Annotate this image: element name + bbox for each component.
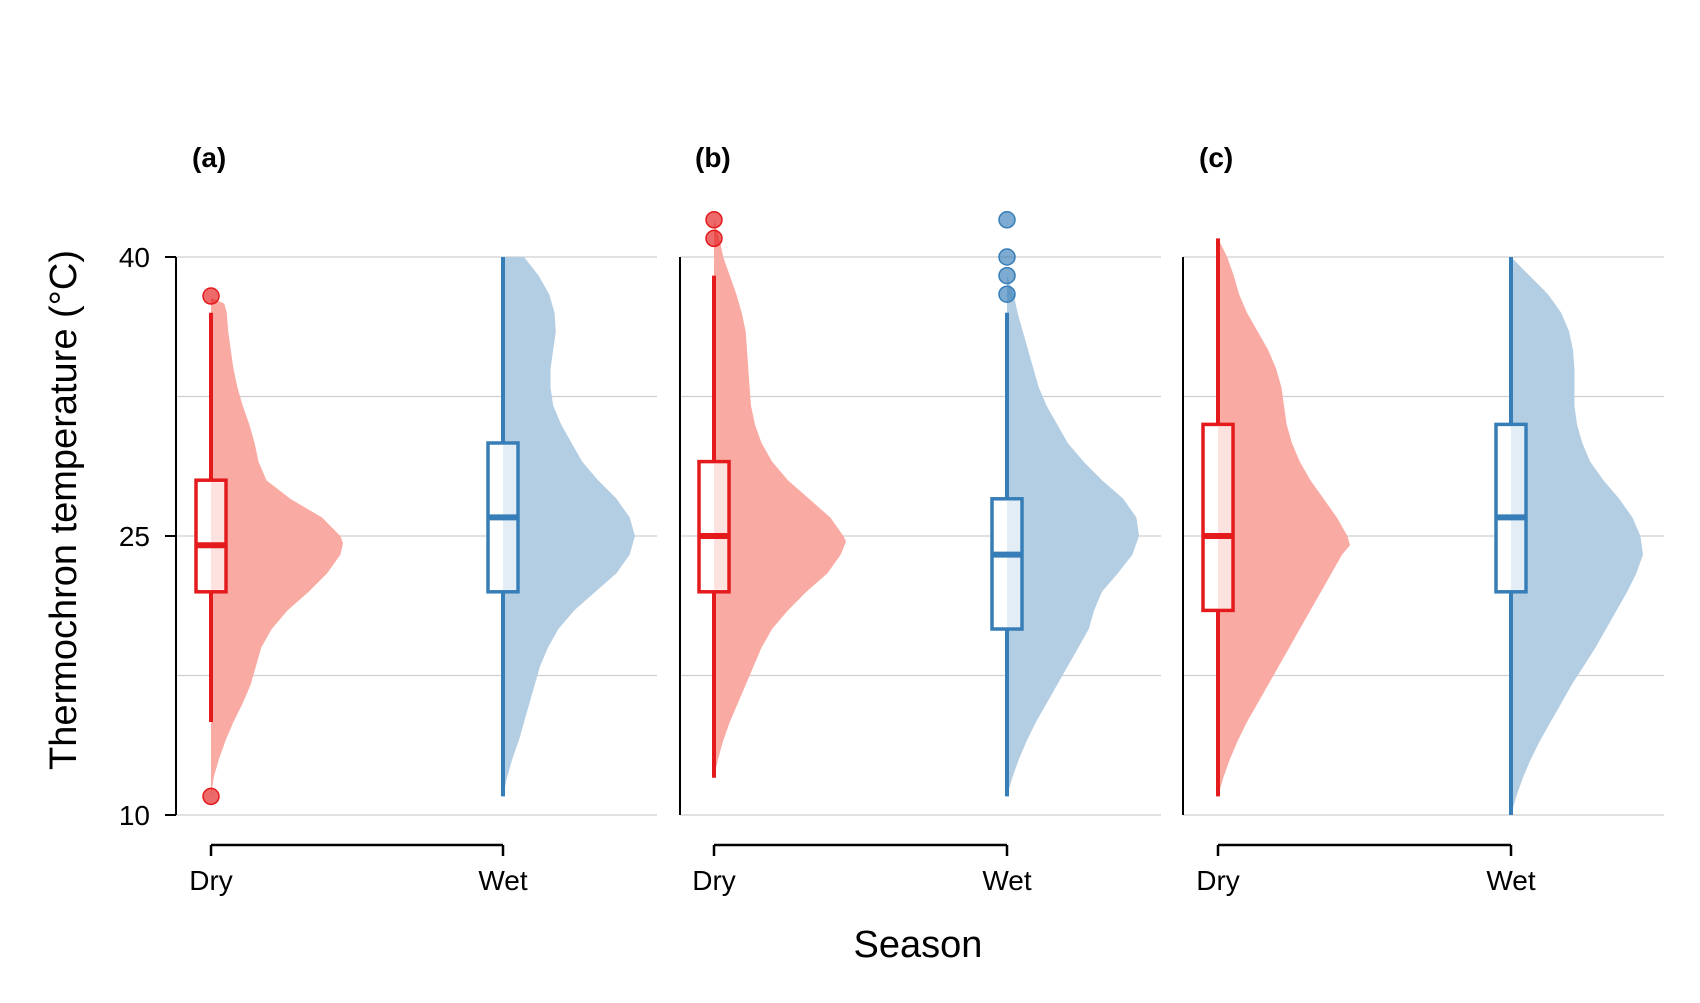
density-half-violin (503, 257, 635, 797)
outlier-point (998, 211, 1016, 229)
box-shade (714, 463, 727, 590)
x-axis-title: Season (854, 924, 983, 966)
x-tick-label: Dry (189, 865, 233, 896)
panels-layer: (a) Dry Wet (b) Dry Wet (c) Dry Wet (189, 142, 1643, 896)
x-tick-label: Wet (1486, 865, 1535, 896)
group-dry: Dry (692, 211, 846, 896)
outlier-point (705, 229, 723, 248)
density-half-violin (211, 297, 343, 797)
density-half-violin (1218, 238, 1350, 797)
panel-label: (b) (695, 142, 731, 173)
box-shade (1218, 426, 1231, 609)
outlier-point (998, 266, 1016, 285)
group-wet: Wet (478, 257, 635, 896)
y-tick-label: 10 (119, 800, 150, 831)
outlier-point (998, 248, 1016, 266)
y-tick-label: 25 (119, 521, 150, 552)
group-wet: Wet (982, 211, 1139, 896)
box-shade (1007, 500, 1020, 627)
y-axis: 10 25 40 (119, 242, 177, 831)
x-tick-label: Wet (982, 865, 1031, 896)
group-dry: Dry (1196, 238, 1350, 896)
panel-c: (c) Dry Wet (1182, 142, 1643, 896)
outlier-point (202, 787, 220, 806)
panel-a: (a) Dry Wet (189, 142, 635, 896)
outlier-point (705, 211, 723, 229)
box-shade (1511, 426, 1524, 590)
grid-layer (176, 256, 1664, 816)
y-axis-title: Thermochron temperature (°C) (43, 250, 85, 770)
x-tick-label: Wet (478, 865, 527, 896)
box-shade (211, 482, 224, 590)
panel-label: (a) (192, 142, 226, 173)
x-tick-label: Dry (692, 865, 736, 896)
density-half-violin (1007, 275, 1139, 797)
outlier-point (998, 285, 1016, 303)
outlier-point (202, 287, 220, 305)
panel-b: (b) Dry Wet (679, 142, 1139, 896)
density-half-violin (714, 219, 846, 778)
panel-label: (c) (1199, 142, 1233, 173)
group-dry: Dry (189, 287, 343, 896)
group-wet: Wet (1486, 257, 1643, 896)
y-tick-label: 40 (119, 242, 150, 273)
x-tick-label: Dry (1196, 865, 1240, 896)
density-half-violin (1511, 257, 1643, 815)
